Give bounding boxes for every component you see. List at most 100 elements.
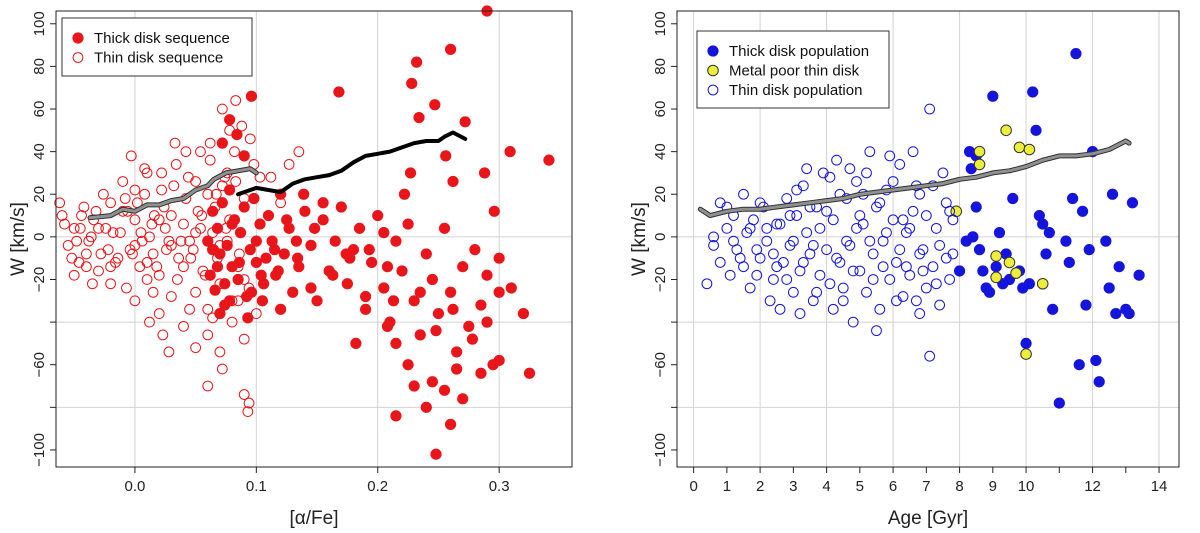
data-point — [475, 367, 487, 379]
data-point — [914, 248, 926, 260]
data-point — [350, 337, 362, 350]
data-point — [175, 235, 187, 247]
data-point — [232, 273, 244, 286]
data-point — [209, 284, 221, 296]
data-point — [1033, 209, 1045, 222]
x-tick-label: 0.1 — [246, 478, 267, 495]
data-point — [444, 418, 457, 430]
data-point — [230, 176, 242, 187]
data-point — [953, 265, 966, 277]
data-point — [390, 235, 402, 247]
data-point — [202, 380, 214, 392]
series-1-open-markers — [54, 95, 305, 417]
data-point — [59, 218, 70, 230]
data-point — [438, 384, 451, 396]
y-axis-title: W [km/s] — [8, 202, 29, 276]
data-point — [238, 389, 250, 400]
data-point — [245, 90, 258, 102]
data-point — [884, 150, 896, 162]
grid — [56, 11, 572, 467]
data-point — [329, 235, 341, 247]
y-axis: −100 −60 −20 0 20 40 60 80 100 — [652, 11, 677, 467]
x-tick-label: 5 — [856, 478, 864, 495]
legend-marker — [707, 64, 719, 77]
data-point — [159, 222, 171, 234]
plot-frame — [55, 10, 573, 468]
data-point — [774, 303, 786, 315]
data-point — [311, 295, 323, 307]
data-point — [190, 227, 202, 239]
data-point — [305, 282, 317, 294]
data-point — [1043, 227, 1055, 239]
data-point — [56, 210, 68, 221]
plot-area — [56, 11, 572, 467]
data-point — [214, 346, 226, 358]
x-tick-label: 0.3 — [489, 478, 510, 495]
data-point — [144, 231, 155, 243]
y-tick-label: −20 — [652, 267, 669, 292]
data-point — [488, 205, 500, 217]
x-tick-label: 14 — [1151, 478, 1168, 495]
data-point — [771, 218, 783, 230]
data-point — [811, 286, 823, 298]
data-point — [924, 103, 936, 115]
data-point — [317, 197, 329, 209]
data-point — [168, 180, 180, 192]
data-point — [867, 248, 879, 260]
data-point — [523, 367, 536, 379]
data-point — [1083, 244, 1095, 256]
y-tick-label: 0 — [652, 233, 669, 241]
data-point — [1027, 86, 1039, 98]
data-point — [360, 290, 372, 303]
data-point — [934, 239, 946, 251]
data-point — [426, 376, 438, 388]
data-point — [1123, 307, 1135, 320]
data-point — [987, 90, 999, 102]
y-tick-label: −100 — [652, 433, 669, 467]
data-point — [447, 175, 459, 188]
data-point — [210, 188, 222, 200]
data-point — [298, 188, 310, 200]
data-point — [180, 146, 192, 158]
data-point — [475, 299, 487, 311]
data-point — [234, 227, 247, 239]
data-point — [165, 291, 177, 302]
y-tick-label: 80 — [652, 58, 669, 75]
data-point — [262, 209, 275, 222]
data-point — [114, 227, 126, 239]
data-point — [129, 214, 141, 226]
data-point — [967, 231, 979, 243]
data-point — [333, 86, 345, 98]
data-point — [1113, 261, 1125, 273]
data-point — [255, 269, 267, 281]
data-point — [1076, 205, 1089, 217]
data-point — [887, 176, 899, 187]
data-point — [734, 252, 746, 264]
data-point — [250, 256, 262, 269]
data-point — [148, 210, 160, 221]
legend-marker — [72, 32, 84, 44]
y-tick-label: 100 — [652, 11, 669, 36]
x-tick-label: 6 — [889, 478, 897, 495]
data-point — [341, 278, 353, 290]
data-point — [232, 295, 244, 307]
data-point — [260, 252, 272, 264]
data-point — [1093, 376, 1105, 388]
data-point — [904, 222, 916, 234]
data-point — [121, 282, 132, 294]
data-point — [1020, 337, 1032, 350]
data-point — [517, 307, 530, 320]
data-point — [153, 269, 165, 281]
data-point — [232, 261, 244, 273]
data-point — [430, 448, 442, 460]
data-point — [864, 146, 876, 158]
data-point — [457, 393, 469, 405]
data-point — [207, 227, 219, 239]
data-point — [973, 244, 986, 256]
data-point — [738, 188, 749, 200]
data-point — [95, 248, 107, 260]
data-point — [250, 235, 262, 247]
y-tick-label: −20 — [31, 267, 48, 292]
data-point — [134, 261, 146, 273]
